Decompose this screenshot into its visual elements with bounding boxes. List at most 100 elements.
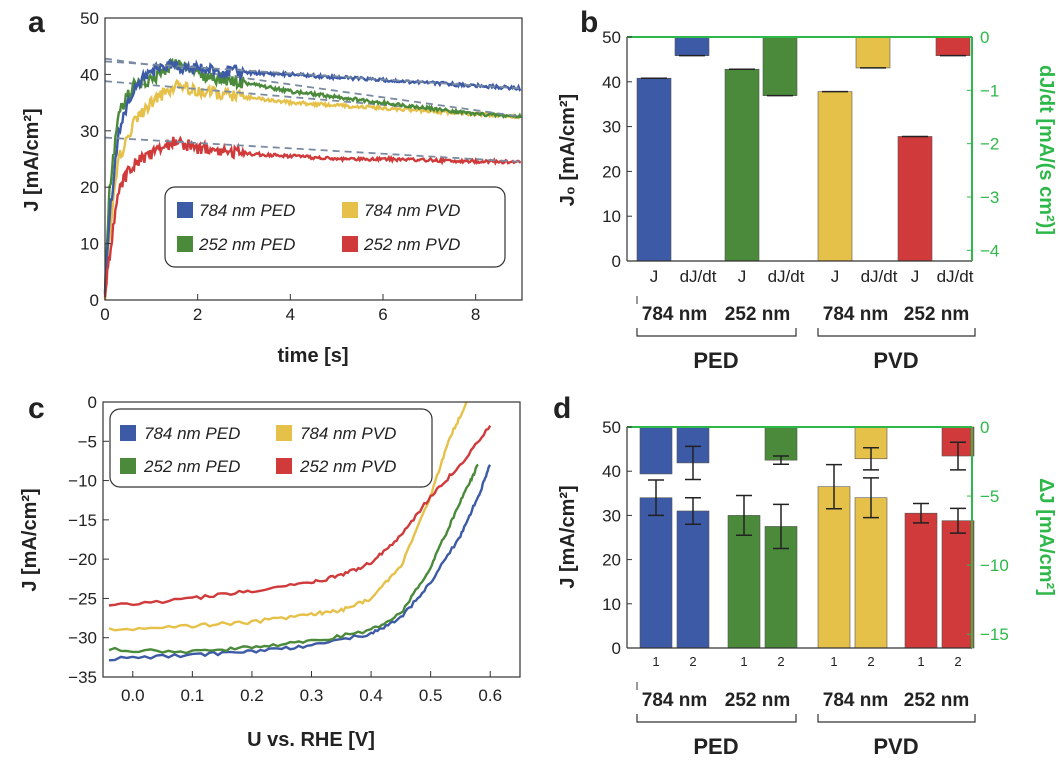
group-label: PVD <box>873 734 918 759</box>
panel-d-ylabel-right: ΔJ [mA/cm²] <box>1035 478 1057 596</box>
panel-c-xtick-label: 0.6 <box>478 686 502 705</box>
panel-d-sublabel: 1 <box>917 654 924 669</box>
panel-d-bar-j <box>676 510 710 649</box>
panel-c-xlabel: U vs. RHE [V] <box>247 729 375 751</box>
panel-b-ylabel: J₀ [mA/cm²] <box>557 94 579 206</box>
panel-c-ytick-label: −20 <box>68 550 97 569</box>
panel-d-ytick-label: 20 <box>602 551 621 570</box>
panel-b-bar-djdt <box>762 36 798 96</box>
thickness-label: 252 nm <box>904 304 969 325</box>
group-bracket <box>636 328 797 337</box>
panel-d-bar-j <box>854 497 888 649</box>
panel-b-category-label: dJ/dt <box>680 267 717 286</box>
legend-c-784ped: 784 nm PED <box>144 424 240 443</box>
thickness-label: 252 nm <box>725 304 790 325</box>
panel-d-errorbar <box>685 445 701 481</box>
panel-d-bar-j <box>639 497 673 649</box>
panel-b-category-label: J <box>831 267 840 286</box>
panel-b-bar-j0 <box>817 91 853 262</box>
legend-c-252pvd: 252 nm PVD <box>299 457 396 476</box>
thickness-label: 784 nm <box>823 304 888 325</box>
group-label: PED <box>693 734 738 759</box>
panel-a-ytick-label: 10 <box>80 235 99 254</box>
panel-c-ytick-label: −15 <box>68 511 97 530</box>
panel-d-sublabel: 1 <box>830 654 837 669</box>
legend-c-252ped: 252 nm PED <box>143 457 240 476</box>
panel-label-b: b <box>580 6 598 39</box>
panel-label-d: d <box>553 392 571 425</box>
panel-c-series-line <box>108 464 492 662</box>
legend-a-252pvd: 252 nm PVD <box>363 235 460 254</box>
panel-a-fit-line <box>104 60 523 90</box>
panel-b-bar-j0 <box>897 136 933 262</box>
legend-a-252ped: 252 nm PED <box>198 235 295 254</box>
panel-d-ytick-right-label: 0 <box>980 418 989 437</box>
panel-b-ylabel-right: dJ/dt [mA/(s cm²)] <box>1035 65 1057 235</box>
panel-d-ytick-label: 10 <box>602 595 621 614</box>
panel-d-errorbar <box>736 494 752 537</box>
panel-c-series-line <box>108 463 479 655</box>
panel-d-ytick-label: 40 <box>602 462 621 481</box>
panel-a-ytick-label: 30 <box>80 122 99 141</box>
panel-d-errorbar <box>773 455 789 466</box>
panel-d-bar-j <box>727 515 761 649</box>
panel-a-xlabel: time [s] <box>277 345 348 367</box>
panel-b-ytick-label: 50 <box>602 28 621 47</box>
panel-b-bar-djdt <box>674 36 710 56</box>
panel-a-ytick-label: 50 <box>80 9 99 28</box>
panel-a-ytick-label: 20 <box>80 178 99 197</box>
panel-a-legend: 784 nm PED 784 nm PVD 252 nm PED 252 nm … <box>164 186 506 268</box>
thickness-label: 252 nm <box>904 690 969 711</box>
panel-c-xtick-label: 0.0 <box>121 686 145 705</box>
panel-d-ytick-label: 0 <box>612 639 621 658</box>
panel-d-bar-dj <box>639 426 673 475</box>
panel-d-errorbar <box>863 446 879 471</box>
panel-d-bar-j <box>817 486 851 649</box>
panel-d-sublabel: 2 <box>954 654 961 669</box>
panel-d-ytick-right-label: −5 <box>980 487 999 506</box>
thickness-label: 784 nm <box>642 690 707 711</box>
panel-a-xtick-label: 6 <box>378 305 387 324</box>
panel-d-ytick-label: 30 <box>602 506 621 525</box>
panel-d-chart: 0 10 20 30 40 50 0 −5 −10 −15 J [mA/cm²] ΔJ [mA/c… <box>557 418 1057 759</box>
thickness-label: 784 nm <box>642 304 707 325</box>
panel-b-category-label: dJ/dt <box>861 267 898 286</box>
legend-c-784pvd: 784 nm PVD <box>300 424 396 443</box>
panel-b-bar-j0 <box>636 77 672 262</box>
thickness-label: 252 nm <box>725 690 790 711</box>
panel-a-ylabel: J [mA/cm²] <box>21 108 43 211</box>
panel-b-ytick-label: 30 <box>602 118 621 137</box>
panel-a-series-line <box>103 135 522 298</box>
panel-b-ytick-right-label: 0 <box>980 28 989 47</box>
legend-a-784ped: 784 nm PED <box>199 201 295 220</box>
panel-b-category-label: J <box>911 267 920 286</box>
panel-a-fit-line <box>104 57 523 118</box>
panel-b-category-label: J <box>650 267 659 286</box>
panel-c-series-line <box>108 401 468 632</box>
panel-d-ytick-label: 50 <box>602 418 621 437</box>
legend-a-784pvd: 784 nm PVD <box>364 201 460 220</box>
panel-d-errorbar <box>826 463 842 510</box>
panel-d-sublabel: 2 <box>777 654 784 669</box>
panel-b-ytick-label: 20 <box>602 162 621 181</box>
panel-c-ytick-label: −25 <box>68 589 97 608</box>
panel-b-ytick-label: 10 <box>602 207 621 226</box>
group-label: PED <box>693 348 738 373</box>
panel-c-ytick-label: −35 <box>68 668 97 687</box>
group-bracket <box>817 328 976 337</box>
panel-d-errorbar <box>913 502 929 524</box>
panel-d-ylabel: J [mA/cm²] <box>557 485 579 588</box>
panel-d-ytick-right-label: −10 <box>980 556 1009 575</box>
panel-a-series-line <box>103 57 522 293</box>
panel-c-xtick-label: 0.2 <box>240 686 264 705</box>
group-label: PVD <box>873 348 918 373</box>
panel-d-errorbar <box>950 507 966 534</box>
panel-b-ytick-right-label: −1 <box>980 81 999 100</box>
panel-c-xtick-label: 0.1 <box>181 686 205 705</box>
panel-c-ylabel: J [mA/cm²] <box>19 488 41 591</box>
panel-d-errorbar <box>950 441 966 471</box>
panel-a-xtick-label: 2 <box>193 305 202 324</box>
panel-c-legend: 784 nm PED 784 nm PVD 252 nm PED 252 nm … <box>109 408 433 488</box>
panel-b-ytick-right-label: −3 <box>980 188 999 207</box>
panel-a-xtick-label: 4 <box>286 305 295 324</box>
